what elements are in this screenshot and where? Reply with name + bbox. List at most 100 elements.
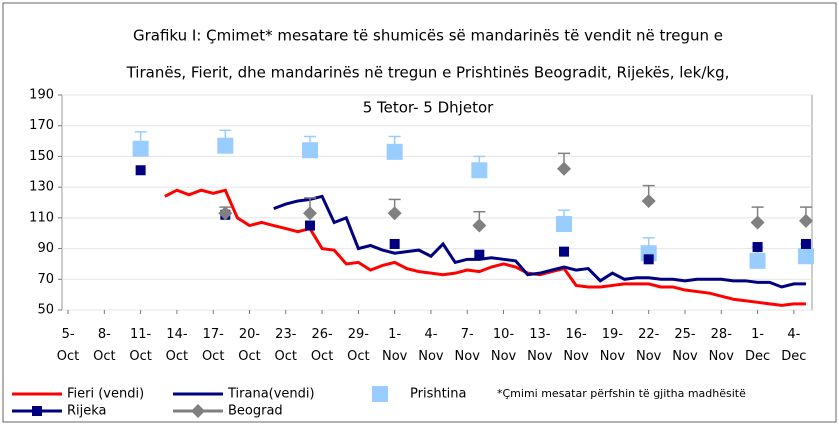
y-tick-label: 90 — [37, 241, 54, 256]
x-tick-label-line: Nov — [418, 349, 444, 364]
x-tick-label: 11- Oct — [129, 327, 151, 364]
x-tick-label-line: Nov — [709, 349, 735, 364]
line — [273, 194, 806, 289]
x-tick-label-line: 8- — [98, 327, 111, 342]
x-tick-label-line: Oct — [238, 349, 260, 364]
legend-label: Prishtina — [410, 387, 467, 402]
x-tick-label-line: Nov — [491, 349, 517, 364]
marker — [749, 252, 766, 269]
marker — [557, 161, 572, 176]
legend-marker — [32, 406, 42, 416]
x-tick-label-line: 1- — [388, 327, 401, 342]
marker — [217, 137, 234, 154]
x-tick-label-line: 19- — [602, 327, 624, 342]
x-tick-label-line: 20- — [239, 327, 261, 342]
marker — [302, 206, 317, 221]
x-tick-label: 8- Oct — [93, 327, 115, 364]
y-tick-label: 190 — [29, 88, 54, 103]
marker — [387, 206, 402, 221]
x-tick-label-line: 26- — [311, 327, 333, 342]
marker — [797, 248, 814, 265]
marker — [798, 213, 813, 228]
x-tick-label-line: Nov — [636, 349, 662, 364]
marker — [641, 193, 656, 208]
x-tick-label-line: 13- — [529, 327, 551, 342]
x-tick-label-line: 28- — [711, 327, 733, 342]
legend-label: Fieri (vendi) — [67, 387, 144, 402]
marker — [471, 162, 488, 179]
x-tick-label: 26- Oct — [311, 327, 333, 364]
x-tick-label-line: Oct — [202, 349, 224, 364]
x-tick-label: 17- Oct — [202, 327, 224, 364]
x-tick-label: 1- Nov — [382, 327, 408, 364]
x-tick-label-line: Nov — [672, 349, 698, 364]
y-tick-label: 50 — [37, 303, 54, 318]
legend-marker — [191, 404, 205, 418]
y-tick-label: 130 — [29, 180, 54, 195]
x-tick-label-line: 17- — [203, 327, 225, 342]
x-tick-label-line: Oct — [93, 349, 115, 364]
x-tick-label: 16- Nov — [563, 327, 589, 364]
y-tick-label: 70 — [37, 272, 54, 287]
chart-title: 5 Tetor- 5 Dhjetor — [363, 99, 494, 117]
marker — [32, 406, 42, 416]
marker — [800, 238, 811, 249]
x-tick-label-line: 16- — [565, 327, 587, 342]
marker — [752, 242, 763, 253]
marker — [218, 206, 233, 221]
x-tick-label-line: Oct — [166, 349, 188, 364]
marker — [372, 386, 388, 402]
x-tick-label: 19- Nov — [600, 327, 626, 364]
legend-label: Beograd — [228, 404, 283, 419]
x-tick-label-line: Dec — [745, 349, 770, 364]
x-tick-label: 28- Nov — [709, 327, 735, 364]
x-tick-label-line: Nov — [563, 349, 589, 364]
x-tick-label-line: Nov — [600, 349, 626, 364]
x-tick-label-line: 7- — [461, 327, 474, 342]
y-tick-label: 150 — [29, 149, 54, 164]
marker — [132, 140, 149, 157]
marker — [386, 143, 403, 160]
x-tick-label-line: Nov — [527, 349, 553, 364]
x-tick-label: 25- Nov — [672, 327, 698, 364]
x-tick-label: 4- Dec — [781, 327, 806, 364]
x-tick-label-line: 29- — [348, 327, 370, 342]
y-tick-label: 110 — [29, 210, 54, 225]
marker — [135, 165, 146, 176]
x-tick-label-line: 14- — [166, 327, 188, 342]
x-tick-label: 23- Oct — [275, 327, 297, 364]
marker — [301, 142, 318, 159]
legend-label: Rijeka — [67, 404, 107, 419]
x-tick-label-line: 23- — [275, 327, 297, 342]
marker — [474, 249, 485, 260]
y-tick-label: 170 — [29, 118, 54, 133]
marker — [304, 220, 315, 231]
x-tick-label: 4- Nov — [418, 327, 444, 364]
x-tick-label: 7- Nov — [455, 327, 481, 364]
chart-title: Tiranës, Fierit, dhe mandarinës në tregu… — [126, 64, 730, 82]
x-tick-label-line: 1- — [751, 327, 764, 342]
x-tick-label-line: 4- — [424, 327, 437, 342]
marker — [389, 238, 400, 249]
x-tick-label-line: 5- — [62, 327, 75, 342]
x-tick-label-line: 22- — [638, 327, 660, 342]
x-tick-label: 5- Oct — [57, 327, 79, 364]
x-tick-label: 13- Nov — [527, 327, 553, 364]
x-tick-label: 20- Oct — [238, 327, 260, 364]
x-tick-label-line: Oct — [57, 349, 79, 364]
marker — [556, 216, 573, 232]
marker — [643, 254, 654, 265]
x-tick-label-line: Dec — [781, 349, 806, 364]
x-tick-label: 1- Dec — [745, 327, 770, 364]
chart-title: Grafiku I: Çmimet* mesatare të shumicës … — [133, 27, 723, 45]
x-tick-label: 29- Oct — [347, 327, 369, 364]
x-tick-label-line: Nov — [455, 349, 481, 364]
x-tick-label-line: Oct — [129, 349, 151, 364]
x-tick-label-line: 11- — [130, 327, 152, 342]
x-tick-label-line: 25- — [674, 327, 696, 342]
marker — [472, 218, 487, 233]
x-tick-label-line: Oct — [347, 349, 369, 364]
x-tick-label-line: 10- — [493, 327, 515, 342]
legend-label: Tirana(vendi) — [227, 387, 315, 402]
